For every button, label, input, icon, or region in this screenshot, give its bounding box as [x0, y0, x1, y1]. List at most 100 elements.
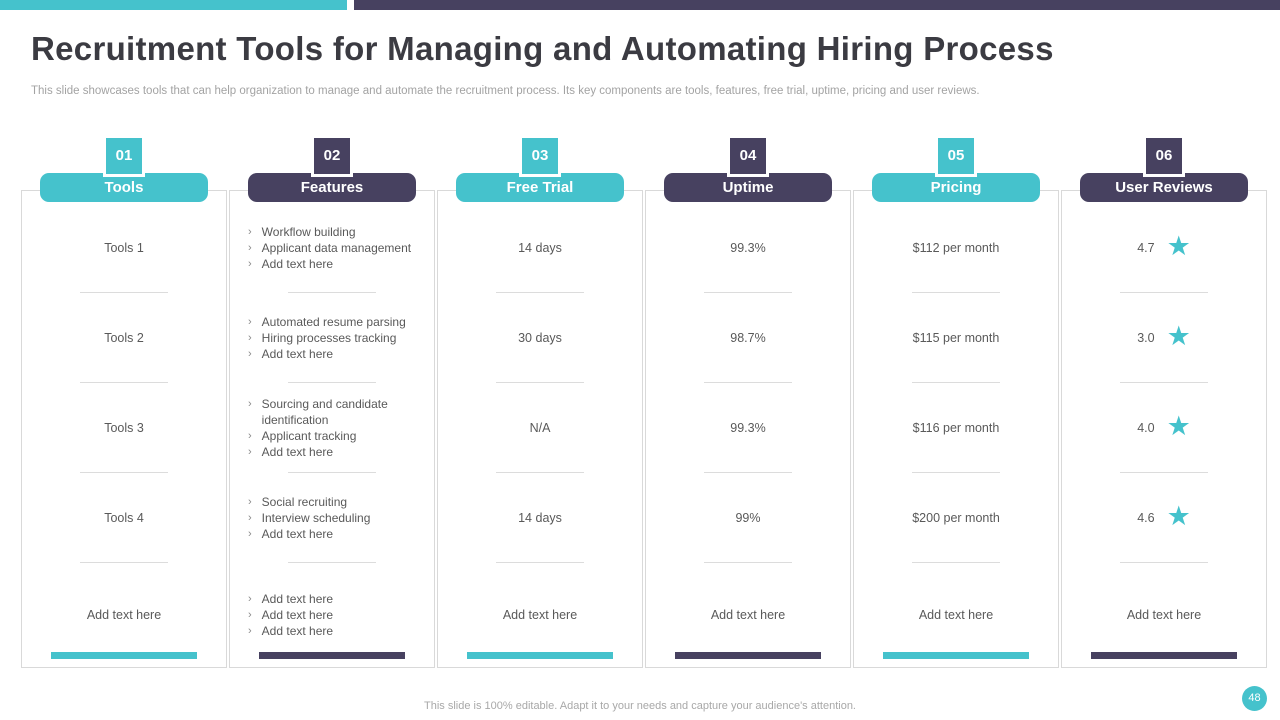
chevron-bullet-icon: › [248, 347, 252, 360]
column-header: Free Trial [456, 173, 624, 202]
cell-row: Tools 1 [22, 203, 226, 292]
column-number-badge: 06 [1143, 135, 1185, 177]
cell-row: › Add text here › Add text here › Add text he… [230, 563, 434, 667]
bullet-text: Sourcing and candidate identification [261, 396, 388, 427]
cell-row: 30 days [438, 293, 642, 382]
page-subtitle: This slide showcases tools that can help… [31, 85, 980, 97]
column-free-trial: 03 Free Trial 14 days 30 days N/A 14 days Add … [437, 135, 643, 668]
chevron-bullet-icon: › [248, 257, 252, 270]
column-accent-bar [883, 652, 1029, 659]
cell-row: Add text here [854, 563, 1058, 667]
bullet-text: Applicant tracking [261, 428, 357, 443]
bullet-text: Add text here [261, 592, 334, 606]
cell-row: $116 per month [854, 383, 1058, 472]
column-header: Uptime [664, 173, 832, 202]
bullet-text: Add text here [261, 444, 334, 459]
bullet-item: › Hiring processes tracking [248, 330, 396, 346]
column-body: Tools 1 Tools 2 Tools 3 Tools 4 Add text her… [21, 190, 227, 668]
star-icon: ★ [1166, 410, 1191, 441]
column-number-badge: 03 [519, 135, 561, 177]
bullet-text: Add text here [261, 346, 334, 361]
bullet-item: › Applicant tracking [248, 428, 356, 444]
rating-value: 4.6 [1137, 510, 1155, 525]
rating-value: 3.0 [1137, 330, 1155, 345]
cell-text: Add text here [502, 608, 578, 622]
bullet-text: Hiring processes tracking [261, 330, 397, 345]
cell-text: 14 days [518, 510, 562, 525]
column-body: $112 per month $115 per month $116 per mon… [853, 190, 1059, 668]
column-accent-bar [467, 652, 613, 659]
cell-text: Add text here [918, 608, 994, 622]
row-divider [80, 472, 168, 473]
bullet-item: › Social recruiting [248, 494, 347, 510]
rating-value: 4.7 [1137, 240, 1155, 255]
cell-text: 30 days [518, 330, 562, 345]
row-divider [288, 562, 376, 563]
row-divider [80, 382, 168, 383]
row-divider [288, 382, 376, 383]
bullet-item: › Add text here [248, 526, 333, 542]
row-divider [912, 382, 1000, 383]
bullet-text: Workflow building [261, 224, 356, 239]
row-divider [496, 562, 584, 563]
bullet-item: › Add text here [248, 591, 333, 607]
row-divider [704, 562, 792, 563]
cell-row: $115 per month [854, 293, 1058, 382]
chevron-bullet-icon: › [248, 593, 252, 605]
chevron-bullet-icon: › [248, 315, 252, 328]
cell-text: Tools 3 [104, 420, 144, 435]
cell-text: 14 days [518, 240, 562, 255]
cell-row: Tools 3 [22, 383, 226, 472]
column-body: 99.3% 98.7% 99.3% 99% Add text here [645, 190, 851, 668]
column-body: 14 days 30 days N/A 14 days Add text here [437, 190, 643, 668]
cell-text: 99.3% [730, 240, 766, 255]
bullet-item: › Add text here [248, 346, 333, 362]
bullet-item: › Automated resume parsing [248, 314, 406, 330]
bullet-text: Add text here [261, 256, 334, 271]
cell-text: 99.3% [730, 420, 766, 435]
bullet-text: Applicant data management [261, 240, 412, 255]
column-header: User Reviews [1080, 173, 1248, 202]
column-header: Tools [40, 173, 208, 202]
cell-row: 3.0 ★ [1062, 293, 1266, 382]
cell-row: 99.3% [646, 383, 850, 472]
cell-row: 14 days [438, 203, 642, 292]
cell-text: $115 per month [912, 330, 1000, 345]
cell-text: Tools 2 [104, 330, 144, 345]
cell-row: › Sourcing and candidate identification › A… [230, 383, 434, 472]
chevron-bullet-icon: › [248, 225, 252, 238]
cell-row: 4.6 ★ [1062, 473, 1266, 562]
footer-note: This slide is 100% editable. Adapt it to… [424, 700, 856, 712]
top-accent-bar-teal [0, 0, 347, 10]
bullet-item: › Workflow building [248, 224, 356, 240]
column-accent-bar [675, 652, 821, 659]
row-divider [1120, 292, 1208, 293]
row-divider [288, 472, 376, 473]
cell-text: Add text here [710, 608, 786, 622]
row-divider [1120, 382, 1208, 383]
column-user-reviews: 06 User Reviews 4.7 ★ 3.0 ★ 4.0 ★ 4.6 ★ Add text h… [1061, 135, 1267, 668]
cell-text: 98.7% [730, 330, 766, 345]
cell-text: N/A [529, 420, 551, 435]
row-divider [704, 472, 792, 473]
chevron-bullet-icon: › [248, 397, 252, 410]
chevron-bullet-icon: › [248, 331, 252, 344]
column-features: 02 Features › Workflow building › Applicant d… [229, 135, 435, 668]
row-divider [704, 382, 792, 383]
column-header: Pricing [872, 173, 1040, 202]
chevron-bullet-icon: › [248, 495, 252, 508]
row-divider [80, 562, 168, 563]
bullet-item: › Add text here [248, 623, 333, 639]
cell-text: $200 per month [912, 510, 1000, 525]
cell-row: › Workflow building › Applicant data manage… [230, 203, 434, 292]
columns: 01 Tools Tools 1 Tools 2 Tools 3 Tools 4 Add t… [21, 135, 1267, 668]
page-title: Recruitment Tools for Managing and Autom… [31, 30, 1054, 67]
cell-row: 99.3% [646, 203, 850, 292]
cell-text: Tools 1 [104, 240, 144, 255]
cell-row: Tools 4 [22, 473, 226, 562]
chevron-bullet-icon: › [248, 511, 252, 524]
star-icon: ★ [1166, 320, 1191, 351]
star-icon: ★ [1166, 230, 1191, 261]
column-accent-bar [1091, 652, 1237, 659]
